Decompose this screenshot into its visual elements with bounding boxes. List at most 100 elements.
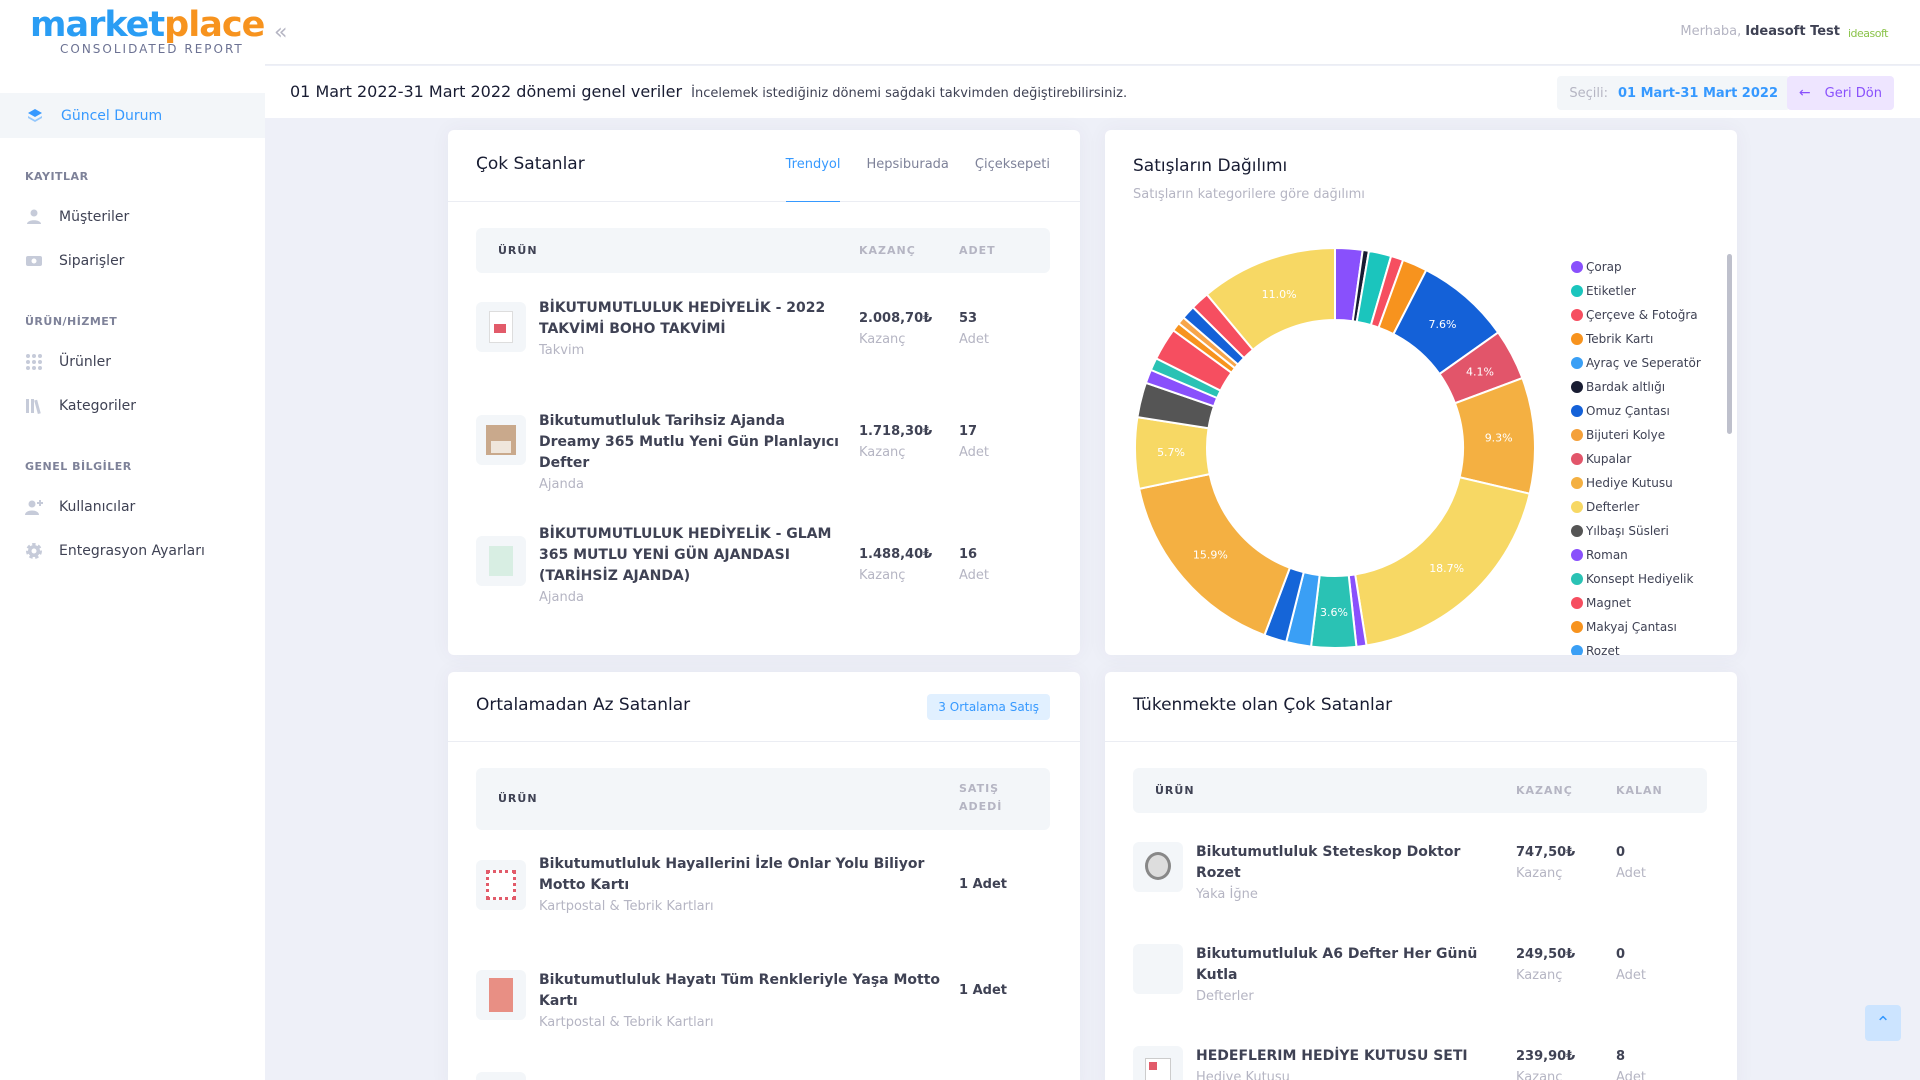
legend-label: Rozet — [1586, 644, 1620, 655]
sidebar-item-label: Kategoriler — [59, 398, 136, 414]
table-row[interactable]: Bikutumutluluk A6 Defter Her Günü Kutla D… — [1133, 944, 1707, 1004]
table-row[interactable]: Bikutumutluluk Hayallerini İzle Onlar Yo… — [476, 854, 1050, 924]
sidebar-item-urunler[interactable]: Ürünler — [0, 340, 265, 384]
sidebar-item-label: Ürünler — [59, 354, 112, 370]
subheader: 01 Mart 2022-31 Mart 2022 dönemi genel v… — [265, 66, 1920, 118]
card-title: Ortalamadan Az Satanlar — [476, 695, 691, 715]
legend-dot — [1571, 597, 1583, 609]
tab-trendyol[interactable]: Trendyol — [785, 130, 841, 202]
brand-logo[interactable]: marketplace CONSOLIDATED REPORT — [0, 0, 265, 66]
user-greeting[interactable]: Merhaba, Ideasoft Test — [1680, 24, 1840, 39]
table-row[interactable]: BİKUTUMUTLULUK HEDİYELİK - 2022 TAKVİMİ … — [476, 298, 1050, 378]
legend-item[interactable]: Roman — [1571, 543, 1721, 567]
chart-legend: Çorap Etiketler Çerçeve & Fotoğra Tebrik Ka… — [1571, 255, 1721, 655]
col-kalan: KALAN — [1616, 784, 1663, 797]
qty-value: 16 Adet — [959, 547, 990, 583]
page-title: 01 Mart 2022-31 Mart 2022 dönemi genel v… — [290, 82, 1127, 101]
legend-dot — [1571, 309, 1583, 321]
product-thumbnail — [476, 302, 526, 352]
col-satis: SATIŞ — [959, 782, 1000, 795]
product-category: Kartpostal & Tebrik Kartları — [539, 1015, 714, 1030]
sidebar-item-label: Kullanıcılar — [59, 499, 136, 515]
sidebar-item-guncel-durum[interactable]: Güncel Durum — [0, 93, 265, 138]
table-header: ÜRÜN KAZANÇ KALAN — [1133, 768, 1707, 813]
menu-section-kayitlar: KAYITLAR — [25, 170, 89, 183]
product-category: Kartpostal & Tebrik Kartları — [539, 899, 714, 914]
legend-item[interactable]: Defterler — [1571, 495, 1721, 519]
card-title: Tükenmekte olan Çok Satanlar — [1133, 695, 1393, 715]
product-thumbnail — [476, 536, 526, 586]
ideasoft-logo: ideasoft — [1848, 27, 1889, 40]
sales-distribution-card: Satışların Dağılımı Satışların kategoril… — [1105, 130, 1737, 655]
product-name: Bikutumutluluk A6 Defter Her Günü Kutla D… — [1196, 944, 1506, 1007]
slice-label: 11.0% — [1262, 288, 1297, 301]
slice-label: 4.1% — [1466, 365, 1494, 378]
card-title: Satışların Dağılımı — [1133, 156, 1288, 176]
legend-item[interactable]: Konsept Hediyelik — [1571, 567, 1721, 591]
product-category: Yaka İğne — [1196, 887, 1258, 902]
sidebar-item-siparisler[interactable]: Siparişler — [0, 239, 265, 283]
qty-value: 17 Adet — [959, 424, 990, 460]
product-category: Hediye Kutusu — [1196, 1070, 1290, 1080]
product-name: Bikutumutluluk Tarihsiz Ajanda Dreamy 36… — [539, 411, 839, 495]
table-row[interactable]: Bikutumutluluk Steteskop Doktor Rozet Yak… — [1133, 842, 1707, 902]
legend-item[interactable]: Rozet — [1571, 639, 1721, 655]
sidebar-item-entegrasyon[interactable]: Entegrasyon Ayarları — [0, 529, 265, 573]
legend-item[interactable]: Kupalar — [1571, 447, 1721, 471]
product-name: HEDEFLERIM HEDİYE KUTUSU SETI Hediye Kutu… — [1196, 1046, 1506, 1080]
sidebar-collapse-icon[interactable]: « — [274, 20, 288, 45]
sidebar-item-kullanicilar[interactable]: Kullanıcılar — [0, 485, 265, 529]
col-urun: ÜRÜN — [498, 244, 538, 257]
legend-label: Etiketler — [1586, 284, 1636, 298]
legend-dot — [1571, 405, 1583, 417]
legend-scrollbar[interactable] — [1727, 254, 1732, 434]
legend-item[interactable]: Makyaj Çantası — [1571, 615, 1721, 639]
scroll-to-top-button[interactable]: ⌃ — [1865, 1005, 1901, 1041]
product-name: Bikutumutluluk Hayatı Tüm Renkleriyle Ya… — [539, 970, 949, 1033]
legend-item[interactable]: Yılbaşı Süsleri — [1571, 519, 1721, 543]
sidebar-item-label: Güncel Durum — [61, 107, 163, 124]
legend-dot — [1571, 645, 1583, 655]
legend-label: Yılbaşı Süsleri — [1586, 524, 1669, 538]
product-name: BİKUTUMUTLULUK HEDİYELİK - GLAM 365 MUTL… — [539, 524, 839, 608]
date-picker-button[interactable]: Seçili: 01 Mart-31 Mart 2022 — [1557, 76, 1790, 110]
arrow-up-icon: ⌃ — [1875, 1012, 1891, 1034]
legend-item[interactable]: Tebrik Kartı — [1571, 327, 1721, 351]
running-out-card: Tükenmekte olan Çok Satanlar ÜRÜN KAZANÇ… — [1105, 672, 1737, 1080]
earning-value: 239,90₺ Kazanç — [1516, 1049, 1576, 1080]
legend-item[interactable]: Etiketler — [1571, 279, 1721, 303]
donut-slice[interactable] — [1205, 246, 1336, 352]
legend-dot — [1571, 261, 1583, 273]
product-thumbnail — [1133, 842, 1183, 892]
earning-value: 747,50₺ Kazanç — [1516, 845, 1576, 881]
legend-item[interactable]: Omuz Çantası — [1571, 399, 1721, 423]
sidebar-item-kategoriler[interactable]: Kategoriler — [0, 384, 265, 428]
legend-label: Kupalar — [1586, 452, 1632, 466]
money-icon — [25, 252, 43, 270]
user-name: Ideasoft Test — [1745, 24, 1840, 39]
legend-item[interactable]: Magnet — [1571, 591, 1721, 615]
table-row[interactable]: Bikutumutluluk Tarihsiz Ajanda Dreamy 36… — [476, 411, 1050, 492]
tab-hepsiburada[interactable]: Hepsiburada — [866, 157, 949, 172]
remaining-value: 0 Adet — [1616, 947, 1647, 983]
legend-item[interactable]: Çorap — [1571, 255, 1721, 279]
legend-item[interactable]: Bardak altlığı — [1571, 375, 1721, 399]
legend-label: Çerçeve & Fotoğra — [1586, 308, 1698, 322]
tab-ciceksepeti[interactable]: Çiçeksepeti — [974, 157, 1050, 172]
slice-label: 15.9% — [1193, 549, 1228, 562]
table-row[interactable]: HEDEFLERIM HEDİYE KUTUSU SETI Hediye Kutu… — [1133, 1046, 1707, 1080]
table-row[interactable]: Bikutumutluluk Hayatı Tüm Renkleriyle Ya… — [476, 970, 1050, 1030]
legend-item[interactable]: Çerçeve & Fotoğra — [1571, 303, 1721, 327]
slice-label: 3.6% — [1320, 606, 1348, 619]
legend-item[interactable]: Hediye Kutusu — [1571, 471, 1721, 495]
table-row[interactable]: BİKUTUMUTLULUK HEDİYELİK - GLAM 365 MUTL… — [476, 524, 1050, 614]
col-adet: ADET — [959, 244, 996, 257]
slice-label: 9.3% — [1485, 432, 1513, 445]
card-header: Tükenmekte olan Çok Satanlar — [1105, 672, 1737, 742]
back-button[interactable]: ← Geri Dön — [1786, 76, 1894, 110]
sidebar-item-musteriler[interactable]: Müşteriler — [0, 195, 265, 239]
col-kazanc: KAZANÇ — [859, 244, 916, 257]
legend-item[interactable]: Ayraç ve Seperatör — [1571, 351, 1721, 375]
legend-item[interactable]: Bijuteri Kolye — [1571, 423, 1721, 447]
product-thumbnail — [476, 415, 526, 465]
